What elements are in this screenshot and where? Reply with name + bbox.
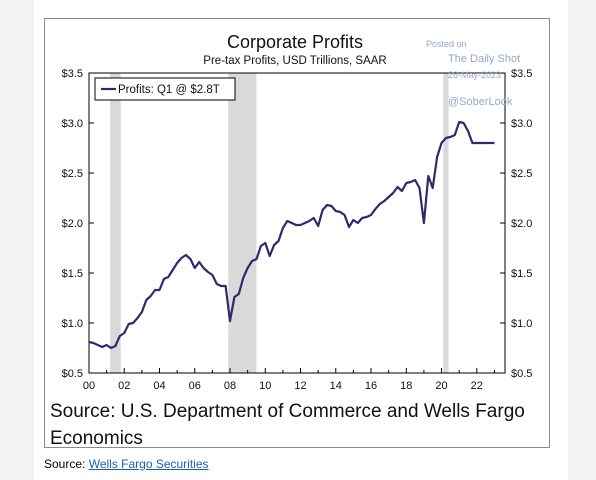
recession-band-0 xyxy=(110,73,121,373)
series-group xyxy=(88,120,495,350)
legend: Profits: Q1 @ $2.8T xyxy=(94,77,236,101)
y-tick-label-right: $2.5 xyxy=(511,168,532,180)
y-tick-label-left: $0.5 xyxy=(62,368,83,380)
source-link[interactable]: Wells Fargo Securities xyxy=(88,457,209,471)
x-tick-label: 10 xyxy=(259,380,271,392)
x-tick-label: 04 xyxy=(153,380,165,392)
y-tick-label-left: $2.5 xyxy=(62,168,83,180)
ticks-group: $0.5 $0.5 $1.0 $1.0 $1.5 $1.5 $2.0 $2.0 $2.5 $2.5… xyxy=(62,68,533,392)
recession-band-1 xyxy=(228,73,257,373)
watermark-date: 28-May-2023 xyxy=(448,70,502,80)
axes-group xyxy=(88,72,506,374)
watermark-handle: @SoberLook xyxy=(448,96,513,108)
legend-box xyxy=(94,77,236,101)
watermark-site: The Daily Shot xyxy=(448,53,521,65)
x-tick-label: 08 xyxy=(224,380,236,392)
x-tick-label: 02 xyxy=(118,380,130,392)
x-tick-label: 14 xyxy=(330,380,342,392)
x-tick-label: 20 xyxy=(435,380,447,392)
y-tick-label-left: $2.0 xyxy=(62,218,83,230)
y-tick-label-right: $0.5 xyxy=(511,368,532,380)
footer-source: Source: Wells Fargo Securities xyxy=(44,457,209,471)
x-tick-label: 18 xyxy=(400,380,412,392)
y-tick-label-left: $1.0 xyxy=(62,318,83,330)
chart-title: Corporate Profits xyxy=(227,32,363,52)
watermark-posted-on: Posted on xyxy=(426,39,467,49)
recession-shading-group xyxy=(110,73,449,373)
y-tick-label-right: $3.5 xyxy=(511,68,532,80)
y-tick-label-left: $1.5 xyxy=(62,268,83,280)
y-tick-label-right: $1.0 xyxy=(511,318,532,330)
y-tick-label-right: $1.5 xyxy=(511,268,532,280)
x-tick-label: 16 xyxy=(365,380,377,392)
chart-source-note: Source: U.S. Department of Commerce and … xyxy=(50,401,525,449)
x-tick-label: 12 xyxy=(294,380,306,392)
plot-area-border xyxy=(88,72,506,374)
x-tick-label: 06 xyxy=(189,380,201,392)
x-tick-label: 00 xyxy=(83,380,95,392)
y-tick-label-right: $3.0 xyxy=(511,118,532,130)
y-tick-label-left: $3.5 xyxy=(62,68,83,80)
y-tick-label-left: $3.0 xyxy=(62,118,83,130)
chart-subtitle: Pre-tax Profits, USD Trillions, SAAR xyxy=(203,55,386,67)
footer-source-prefix: Source: xyxy=(44,457,89,471)
legend-label: Profits: Q1 @ $2.8T xyxy=(118,84,220,96)
y-tick-label-right: $2.0 xyxy=(511,218,532,230)
recession-band-2 xyxy=(443,73,449,373)
series-line-0 xyxy=(88,120,495,350)
x-tick-label: 22 xyxy=(471,380,483,392)
